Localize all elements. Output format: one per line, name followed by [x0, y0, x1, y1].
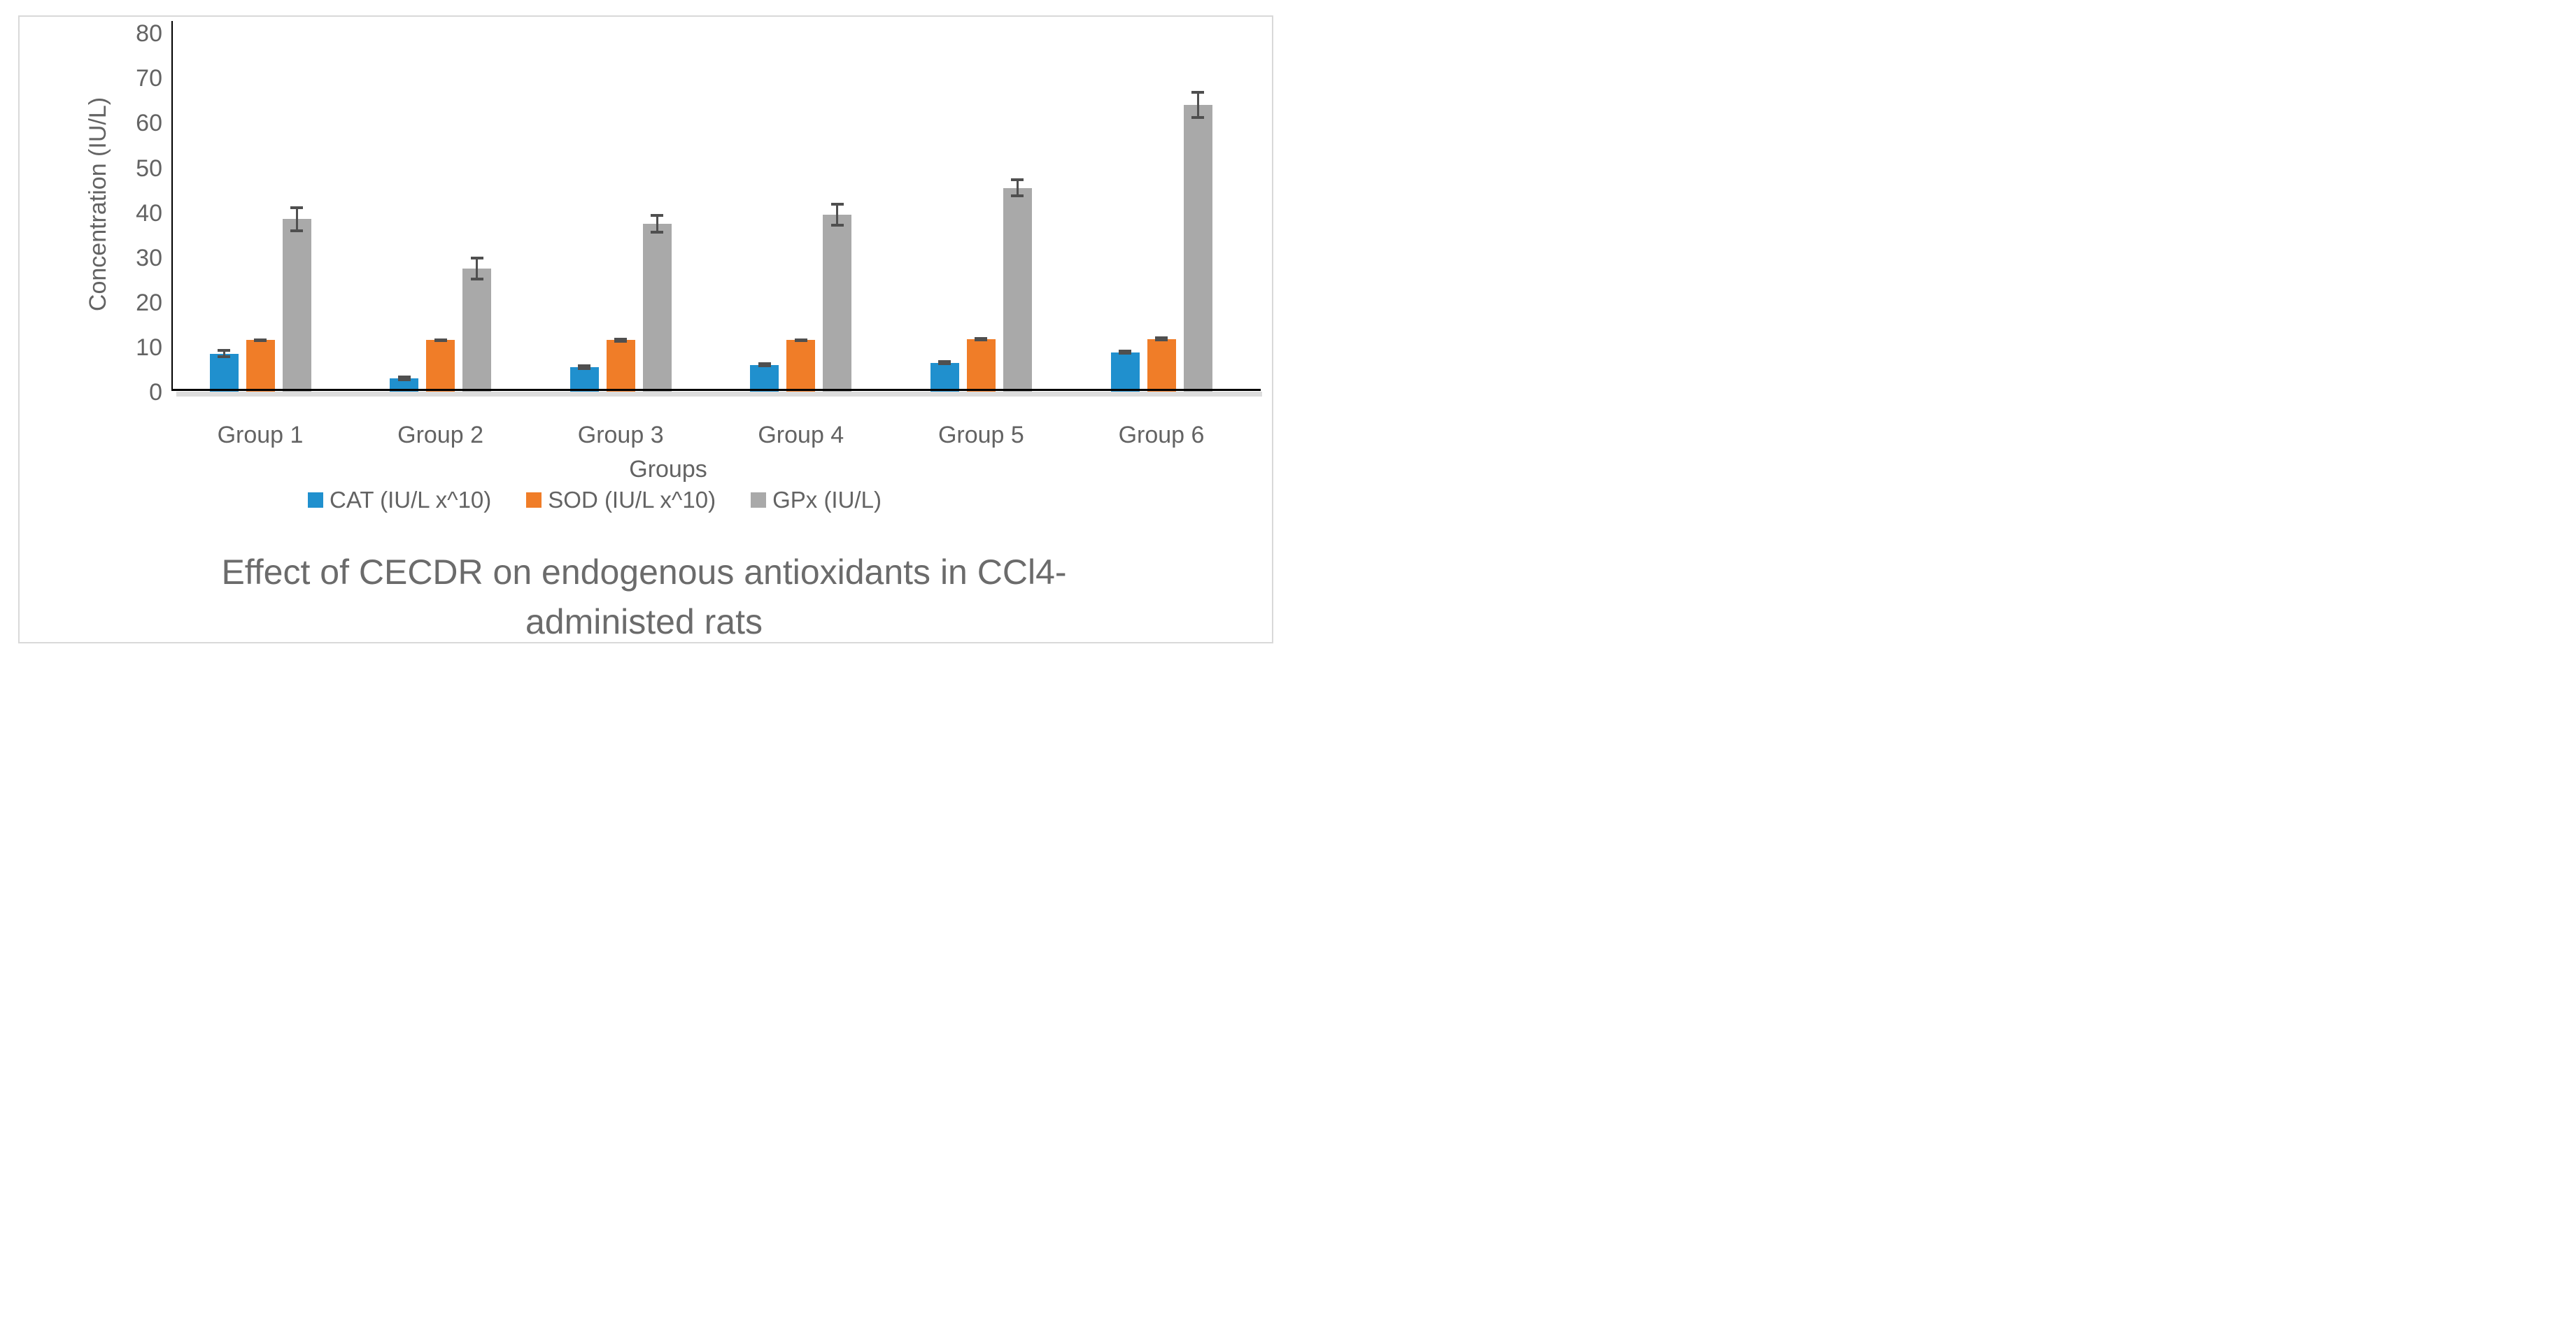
gpx-error-bar-group-3-cap-bottom: [651, 230, 664, 234]
gpx-error-bar-group-5-stem: [1016, 178, 1019, 197]
cat-error-bar-group-4-cap-top: [758, 362, 771, 366]
gpx-bar-group-1: [282, 219, 311, 392]
gpx-error-bar-group-2-stem: [476, 257, 479, 280]
x-category-label-1: Group 1: [217, 422, 304, 448]
legend-item-sod: SOD (IU/L x^10): [526, 487, 716, 513]
gpx-error-bar-group-1-cap-bottom: [290, 229, 303, 232]
cat-error-bar-group-1-stem: [222, 349, 225, 358]
cat-error-bar-group-5-cap-top: [938, 359, 951, 363]
legend-item-gpx: GPx (IU/L): [751, 487, 882, 513]
legend: CAT (IU/L x^10) SOD (IU/L x^10) GPx (IU/L): [308, 487, 882, 513]
gpx-error-bar-group-4-cap-top: [830, 202, 844, 206]
sod-error-bar-group-6-cap-bottom: [1155, 338, 1168, 342]
chart-title-line-2: administed rats: [525, 602, 763, 641]
sod-error-bar-group-3-cap-bottom: [614, 340, 628, 343]
y-tick-label-70: 70: [136, 65, 162, 92]
sod-bar-group-5: [966, 339, 996, 392]
sod-error-bar-group-3-cap-top: [614, 337, 628, 341]
gpx-error-bar-group-3-cap-top: [651, 214, 664, 217]
legend-swatch-cat: [308, 492, 323, 508]
y-tick-label-30: 30: [136, 244, 162, 271]
gpx-error-bar-group-4-stem: [836, 203, 839, 227]
gpx-error-bar-group-5-cap-top: [1011, 178, 1024, 181]
chart-title: Effect of CECDR on endogenous antioxidan…: [0, 548, 1288, 647]
cat-error-bar-group-2-cap-bottom: [397, 378, 411, 381]
x-axis-line: [171, 389, 1261, 391]
sod-error-bar-group-1-cap-bottom: [254, 339, 267, 343]
y-tick-label-60: 60: [136, 110, 162, 137]
sod-bar-group-6: [1147, 338, 1176, 392]
legend-swatch-sod: [526, 492, 542, 508]
y-tick-label-80: 80: [136, 20, 162, 48]
gpx-bar-group-4: [823, 215, 852, 392]
sod-error-bar-group-5-cap-bottom: [975, 338, 988, 342]
cat-bar-group-2: [390, 378, 419, 392]
gpx-error-bar-group-6-cap-top: [1191, 90, 1204, 94]
cat-error-bar-group-3-cap-bottom: [578, 367, 591, 371]
x-axis-title: Groups: [629, 456, 707, 483]
legend-label-cat: CAT (IU/L x^10): [330, 487, 492, 513]
gpx-error-bar-group-1-stem: [295, 207, 298, 231]
gpx-bar-group-6: [1183, 104, 1212, 392]
legend-item-cat: CAT (IU/L x^10): [308, 487, 491, 513]
gpx-error-bar-group-5-cap-bottom: [1011, 194, 1024, 198]
cat-error-bar-group-3-stem: [583, 364, 586, 370]
gpx-error-bar-group-3-stem: [656, 215, 658, 233]
gpx-error-bar-group-6-cap-bottom: [1191, 116, 1204, 120]
gpx-error-bar-group-4-cap-bottom: [830, 224, 844, 227]
cat-error-bar-group-1-cap-bottom: [218, 355, 230, 359]
cat-bar-group-1: [209, 353, 239, 392]
cat-error-bar-group-3-cap-top: [578, 364, 591, 367]
y-tick-label-50: 50: [136, 155, 162, 182]
legend-swatch-gpx: [751, 492, 767, 508]
gpx-error-bar-group-2-cap-bottom: [470, 277, 483, 280]
cat-error-bar-group-1-cap-top: [218, 348, 230, 352]
y-tick-label-10: 10: [136, 334, 162, 361]
cat-bar-group-6: [1110, 352, 1140, 392]
cat-bar-group-4: [750, 364, 779, 392]
cat-error-bar-group-2-cap-top: [397, 376, 411, 379]
cat-error-bar-group-4-cap-bottom: [758, 364, 771, 368]
gpx-error-bar-group-2-cap-top: [470, 256, 483, 259]
y-axis-line: [171, 21, 173, 391]
x-category-label-6: Group 6: [1118, 422, 1205, 448]
sod-error-bar-group-2-cap-bottom: [434, 339, 447, 343]
cat-error-bar-group-6-cap-top: [1119, 350, 1131, 353]
sod-bar-group-3: [606, 340, 635, 392]
gpx-error-bar-group-1-cap-top: [290, 206, 303, 210]
x-category-label-2: Group 2: [397, 422, 484, 448]
x-category-label-5: Group 5: [937, 422, 1024, 448]
cat-error-bar-group-5-cap-bottom: [938, 362, 951, 366]
y-tick-label-0: 0: [149, 379, 162, 406]
sod-error-bar-group-6-cap-top: [1155, 336, 1168, 339]
gpx-bar-group-2: [462, 268, 492, 392]
gpx-error-bar-group-6-stem: [1196, 91, 1199, 119]
chart-title-line-1: Effect of CECDR on endogenous antioxidan…: [221, 552, 1067, 592]
legend-label-sod: SOD (IU/L x^10): [548, 487, 716, 513]
cat-error-bar-group-6-cap-bottom: [1119, 352, 1131, 355]
baseline-shadow: [176, 392, 1262, 397]
sod-bar-group-4: [786, 340, 816, 392]
sod-bar-group-2: [426, 340, 455, 392]
sod-error-bar-group-4-cap-bottom: [794, 339, 807, 343]
x-category-label-3: Group 3: [577, 422, 664, 448]
gpx-bar-group-5: [1003, 187, 1032, 392]
y-tick-label-40: 40: [136, 199, 162, 227]
cat-bar-group-5: [930, 362, 959, 392]
y-tick-label-20: 20: [136, 289, 162, 316]
legend-label-gpx: GPx (IU/L): [772, 487, 882, 513]
x-category-label-4: Group 4: [758, 422, 844, 448]
chart-figure: 0 10 20 30 40 50 60 70 80 Group 1 Group 2 Group 3 G…: [0, 0, 1288, 660]
gpx-bar-group-3: [642, 223, 672, 392]
sod-bar-group-1: [246, 340, 275, 392]
cat-bar-group-3: [569, 366, 599, 392]
